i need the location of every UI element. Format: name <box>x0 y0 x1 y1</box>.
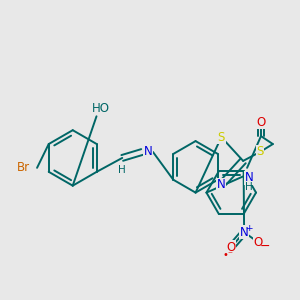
Text: H: H <box>118 165 126 175</box>
Text: −: − <box>260 240 270 253</box>
Text: S: S <box>218 130 225 144</box>
Text: H: H <box>245 182 253 192</box>
Text: O: O <box>256 116 266 129</box>
Text: •⁻: •⁻ <box>223 250 234 260</box>
Text: O: O <box>226 241 236 254</box>
Text: N: N <box>240 226 248 239</box>
Text: Br: Br <box>16 161 30 174</box>
Text: N: N <box>245 171 254 184</box>
Text: N: N <box>217 178 226 191</box>
Text: O: O <box>254 236 262 249</box>
Text: S: S <box>256 146 264 158</box>
Text: HO: HO <box>92 102 110 115</box>
Text: +: + <box>245 224 253 233</box>
Text: N: N <box>144 146 152 158</box>
